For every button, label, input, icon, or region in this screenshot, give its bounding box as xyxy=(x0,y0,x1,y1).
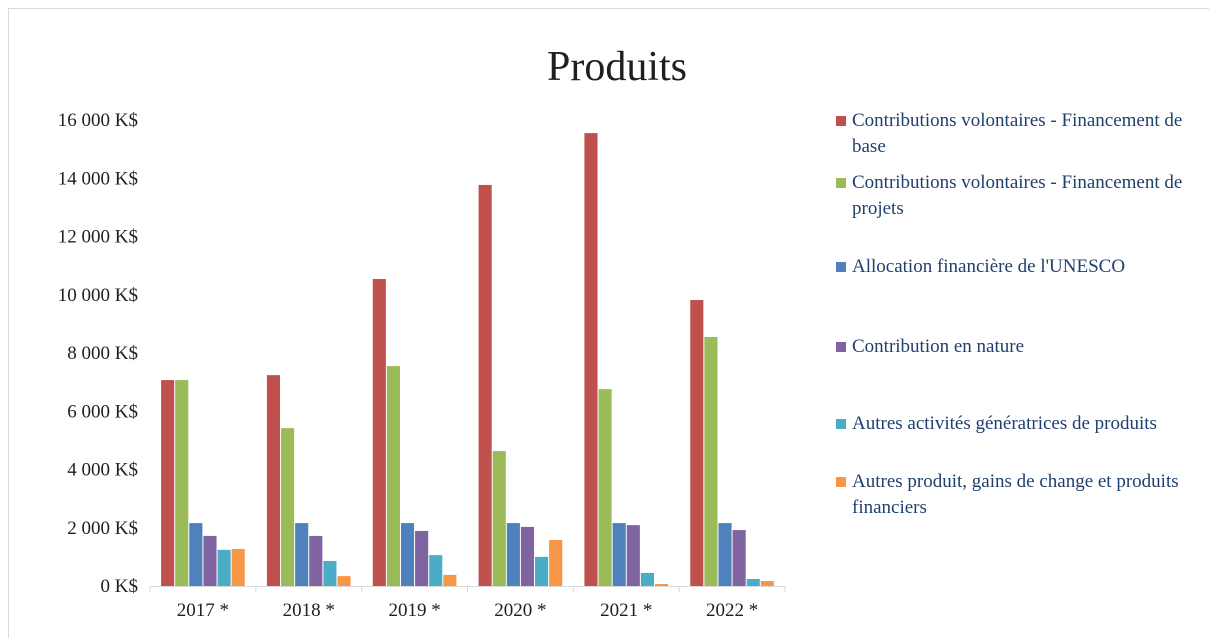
bar xyxy=(760,581,774,586)
y-tick-label: 10 000 K$ xyxy=(58,285,138,306)
x-tick-label: 2019 * xyxy=(388,600,440,621)
y-tick-label: 12 000 K$ xyxy=(58,227,138,248)
legend-swatch xyxy=(836,419,846,429)
legend-item: Autres activités génératrices de produit… xyxy=(836,411,1206,437)
x-tick-label: 2017 * xyxy=(177,600,229,621)
bar xyxy=(266,375,281,586)
legend-label: Autres activités génératrices de produit… xyxy=(852,413,1157,434)
y-tick-label: 16 000 K$ xyxy=(58,110,138,131)
legend-label: Autres produit, gains de change et produ… xyxy=(852,471,1179,518)
legend-label: Allocation financière de l'UNESCO xyxy=(852,256,1126,277)
legend-swatch xyxy=(836,262,846,272)
bar xyxy=(415,530,429,586)
bar xyxy=(690,299,704,586)
bar xyxy=(612,523,626,586)
bar xyxy=(231,549,245,586)
bar xyxy=(598,389,612,586)
x-tick-label: 2022 * xyxy=(706,600,758,621)
bar xyxy=(400,523,415,586)
bar xyxy=(429,555,443,586)
bar xyxy=(506,523,520,586)
y-tick-label: 0 K$ xyxy=(101,576,138,597)
y-tick-label: 14 000 K$ xyxy=(58,168,138,189)
x-tick-label: 2021 * xyxy=(600,600,652,621)
bar xyxy=(309,535,323,586)
bar xyxy=(535,556,549,586)
bar xyxy=(732,530,746,586)
y-tick-label: 2 000 K$ xyxy=(67,518,138,539)
bar xyxy=(189,523,203,586)
bar xyxy=(386,366,400,586)
bar xyxy=(626,525,640,586)
bar xyxy=(372,279,386,586)
bar xyxy=(584,133,598,586)
x-tick-label: 2020 * xyxy=(494,600,546,621)
bar xyxy=(520,526,535,586)
x-tick-label: 2018 * xyxy=(283,600,335,621)
bar xyxy=(175,380,189,586)
bar xyxy=(323,560,337,586)
bar xyxy=(161,380,175,586)
legend-item: Contributions volontaires - Financement … xyxy=(836,170,1206,222)
legend-label: Contributions volontaires - Financement … xyxy=(852,172,1183,219)
chart-border xyxy=(8,8,1209,638)
legend-item: Autres produit, gains de change et produ… xyxy=(836,469,1206,521)
bar xyxy=(203,535,217,586)
bar xyxy=(217,549,231,586)
chart-title: Produits xyxy=(547,44,687,90)
legend-item: Contributions volontaires - Financement … xyxy=(836,108,1206,160)
legend-swatch xyxy=(836,477,846,487)
legend-label: Contribution en nature xyxy=(852,336,1025,357)
legend-swatch xyxy=(836,116,846,126)
bar xyxy=(337,576,351,586)
y-tick-label: 4 000 K$ xyxy=(67,460,138,481)
bar xyxy=(654,583,669,586)
legend-label: Contributions volontaires - Financement … xyxy=(852,110,1183,157)
bar xyxy=(640,572,654,586)
bar xyxy=(549,539,563,586)
bar xyxy=(704,336,718,586)
y-tick-label: 8 000 K$ xyxy=(67,343,138,364)
bar xyxy=(295,523,309,586)
legend-item: Contribution en nature xyxy=(836,334,1206,360)
legend-swatch xyxy=(836,342,846,352)
bar xyxy=(478,184,492,587)
bar xyxy=(443,574,457,586)
y-tick-label: 6 000 K$ xyxy=(67,401,138,422)
legend-item: Allocation financière de l'UNESCO xyxy=(836,254,1206,280)
bar xyxy=(281,428,295,586)
bar xyxy=(492,451,506,586)
bar xyxy=(718,523,732,586)
bar xyxy=(746,579,760,586)
legend-swatch xyxy=(836,178,846,188)
